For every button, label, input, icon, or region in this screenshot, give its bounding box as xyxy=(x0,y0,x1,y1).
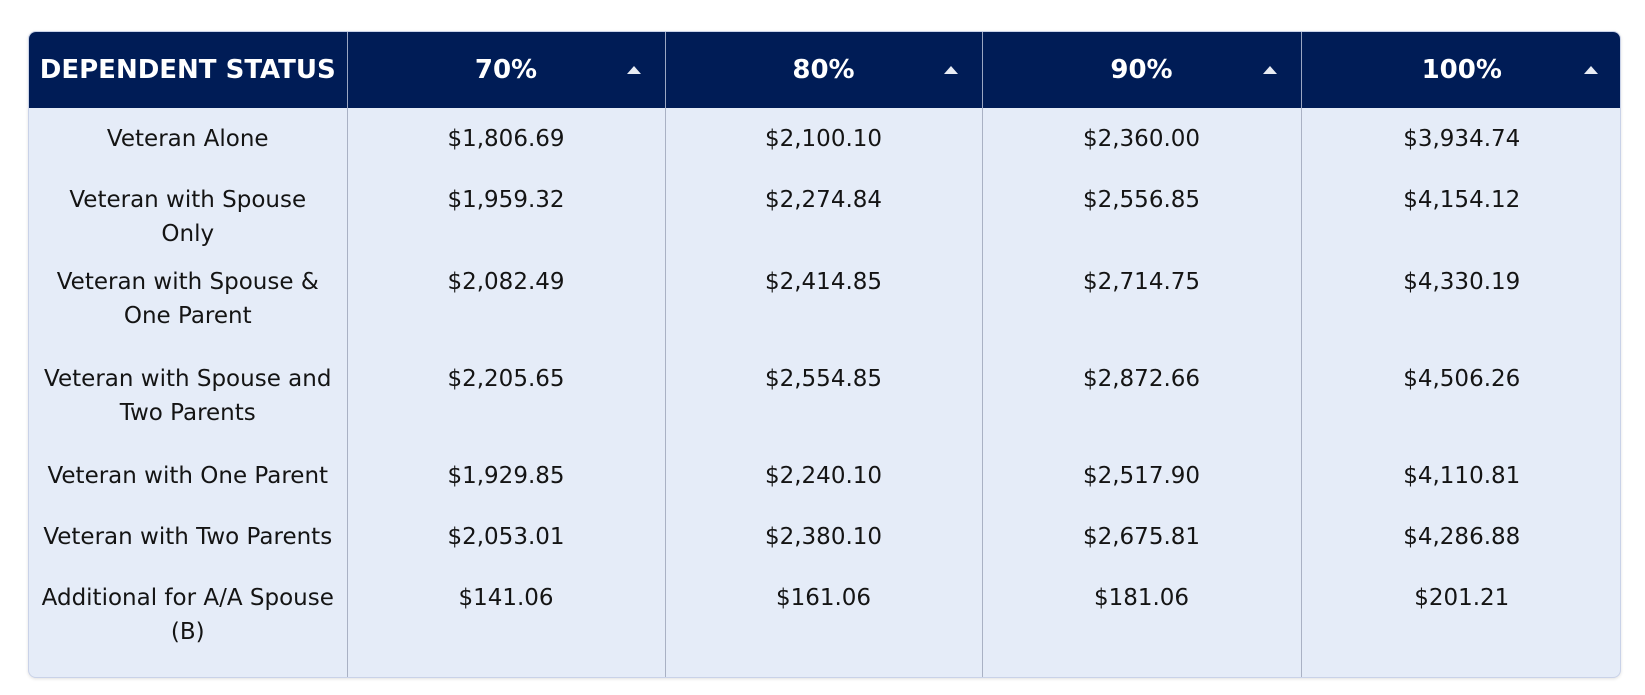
cell-80: $2,240.10 xyxy=(665,445,983,506)
cell-100: $201.21 xyxy=(1414,585,1510,611)
column-header-dependent-status: DEPENDENT STATUS xyxy=(29,32,348,108)
cell-90: $2,556.85 xyxy=(982,169,1302,251)
table-header: DEPENDENT STATUS 70% 80% 90% 100% xyxy=(29,32,1620,108)
cell-100: $4,154.12 xyxy=(1403,187,1521,213)
compensation-rates-table-container: DEPENDENT STATUS 70% 80% 90% 100% Vetera… xyxy=(28,31,1621,678)
column-header-label: DEPENDENT STATUS xyxy=(39,55,336,85)
sort-ascending-icon[interactable] xyxy=(943,66,958,74)
table-body: Veteran Alone $1,806.69 $2,100.10 $2,360… xyxy=(29,108,1620,677)
cell-70: $1,929.85 xyxy=(347,445,666,506)
cell-80: $2,554.85 xyxy=(665,348,983,445)
cell-dependent-status: Veteran with Spouse Only xyxy=(29,169,348,251)
cell-dependent-status: Veteran Alone xyxy=(29,108,348,169)
sort-ascending-icon[interactable] xyxy=(1584,66,1598,74)
compensation-rates-table: DEPENDENT STATUS 70% 80% 90% 100% Vetera… xyxy=(29,32,1620,677)
column-header-80[interactable]: 80% xyxy=(665,32,983,108)
cell-90: $2,360.00 xyxy=(982,108,1302,169)
cell-90: $2,872.66 xyxy=(982,348,1302,445)
column-header-label: 70% xyxy=(474,55,538,85)
table-row: Veteran with One Parent $1,929.85 $2,240… xyxy=(29,445,1620,506)
column-header-label: 100% xyxy=(1421,55,1502,85)
cell-80: $161.06 xyxy=(665,567,983,677)
cell-100: $4,110.81 xyxy=(1403,463,1521,489)
column-header-100[interactable]: 100% xyxy=(1301,32,1620,108)
cell-90: $2,675.81 xyxy=(982,506,1302,567)
cell-80: $2,414.85 xyxy=(665,251,983,348)
cell-70: $1,959.32 xyxy=(347,169,666,251)
cell-70: $2,082.49 xyxy=(347,251,666,348)
cell-90: $2,517.90 xyxy=(982,445,1302,506)
column-header-70[interactable]: 70% xyxy=(347,32,666,108)
cell-90: $181.06 xyxy=(982,567,1302,677)
cell-70: $1,806.69 xyxy=(347,108,666,169)
cell-dependent-status: Additional for A/A Spouse (B) xyxy=(29,567,348,677)
table-row: Additional for A/A Spouse (B) $141.06 $1… xyxy=(29,567,1620,677)
table-row: Veteran with Two Parents $2,053.01 $2,38… xyxy=(29,506,1620,567)
cell-70: $2,205.65 xyxy=(347,348,666,445)
sort-ascending-icon[interactable] xyxy=(626,66,641,74)
cell-100: $4,286.88 xyxy=(1403,524,1521,550)
header-row: DEPENDENT STATUS 70% 80% 90% 100% xyxy=(29,32,1620,108)
cell-80: $2,274.84 xyxy=(665,169,983,251)
cell-70: $2,053.01 xyxy=(347,506,666,567)
cell-dependent-status: Veteran with Two Parents xyxy=(29,506,348,567)
cell-90: $2,714.75 xyxy=(982,251,1302,348)
cell-dependent-status: Veteran with Spouse & One Parent xyxy=(29,251,348,348)
cell-dependent-status: Veteran with One Parent xyxy=(29,445,348,506)
column-header-label: 80% xyxy=(792,55,855,85)
table-row: Veteran Alone $1,806.69 $2,100.10 $2,360… xyxy=(29,108,1620,169)
table-row: Veteran with Spouse Only $1,959.32 $2,27… xyxy=(29,169,1620,251)
cell-dependent-status: Veteran with Spouse and Two Parents xyxy=(29,348,348,445)
cell-80: $2,380.10 xyxy=(665,506,983,567)
sort-ascending-icon[interactable] xyxy=(1262,66,1277,74)
cell-100: $3,934.74 xyxy=(1403,126,1521,152)
column-header-label: 90% xyxy=(1110,55,1173,85)
column-header-90[interactable]: 90% xyxy=(982,32,1302,108)
cell-80: $2,100.10 xyxy=(665,108,983,169)
table-row: Veteran with Spouse & One Parent $2,082.… xyxy=(29,251,1620,348)
cell-100: $4,330.19 xyxy=(1403,269,1521,295)
cell-100: $4,506.26 xyxy=(1403,366,1521,392)
table-row: Veteran with Spouse and Two Parents $2,2… xyxy=(29,348,1620,445)
cell-70: $141.06 xyxy=(347,567,666,677)
